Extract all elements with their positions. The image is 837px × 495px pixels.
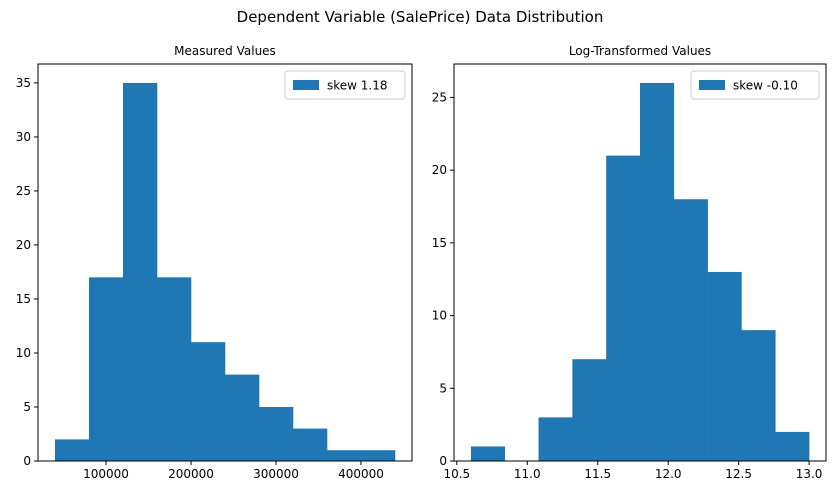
x-tick-label: 12.0 (655, 467, 682, 481)
histogram-bar (640, 82, 675, 462)
y-tick-label: 5 (23, 400, 31, 414)
y-tick-label: 25 (16, 184, 31, 198)
histogram-bar (327, 450, 362, 461)
measured-values-panel: Measured Values 100000 200000 300000 400000 0… (16, 44, 413, 481)
histogram-bar (538, 417, 573, 461)
histogram-bar (191, 342, 226, 461)
y-tick-label: 0 (23, 454, 31, 468)
legend-label: skew 1.18 (327, 79, 388, 93)
y-tick-label: 20 (432, 163, 447, 177)
histogram-bar (673, 199, 708, 461)
histogram-bar (470, 446, 506, 461)
histogram-bar (775, 431, 810, 461)
y-tick-label: 5 (439, 381, 447, 395)
log-transformed-values-panel: Log-Transformed Values 10.5 11.0 11.5 12.0 12… (432, 44, 827, 481)
x-tick-label: 10.5 (443, 467, 470, 481)
y-tick-label: 15 (16, 292, 31, 306)
subplot-title: Log-Transformed Values (569, 44, 711, 58)
x-tick-label: 400000 (338, 467, 384, 481)
histogram-bar (741, 330, 776, 461)
histogram-bar (225, 374, 260, 461)
histogram-bar (572, 359, 607, 461)
y-tick-label: 15 (432, 236, 447, 250)
y-tick-label: 0 (439, 454, 447, 468)
x-tick-label: 200000 (168, 467, 214, 481)
legend-label: skew -0.10 (733, 79, 798, 93)
histogram-bar (123, 82, 158, 462)
subplot-title: Measured Values (174, 44, 276, 58)
histogram-bar (707, 271, 742, 461)
x-tick-label: 13.0 (796, 467, 823, 481)
x-tick-label: 300000 (253, 467, 299, 481)
legend-box (284, 70, 406, 100)
y-tick-label: 25 (432, 90, 447, 104)
y-tick-label: 30 (16, 130, 31, 144)
histogram-bar (293, 428, 328, 461)
y-tick-label: 10 (432, 309, 447, 323)
figure-title: Dependent Variable (SalePrice) Data Dist… (237, 8, 604, 26)
histogram-bar (157, 277, 192, 461)
y-tick-label: 35 (16, 76, 31, 90)
legend-box (690, 70, 820, 100)
y-tick-label: 10 (16, 346, 31, 360)
x-tick-label: 11.5 (584, 467, 611, 481)
axes-frame (453, 63, 827, 462)
x-tick-label: 12.5 (725, 467, 752, 481)
histogram-bar (89, 277, 124, 461)
histogram-bar (55, 439, 90, 461)
histogram-bar (606, 155, 641, 461)
histogram-bar (361, 450, 396, 461)
axes-frame (37, 63, 413, 462)
legend-swatch (699, 80, 725, 90)
x-tick-label: 100000 (83, 467, 129, 481)
x-tick-label: 11.0 (514, 467, 541, 481)
y-tick-label: 20 (16, 238, 31, 252)
histogram-bar (259, 406, 294, 461)
legend-swatch (293, 80, 319, 90)
